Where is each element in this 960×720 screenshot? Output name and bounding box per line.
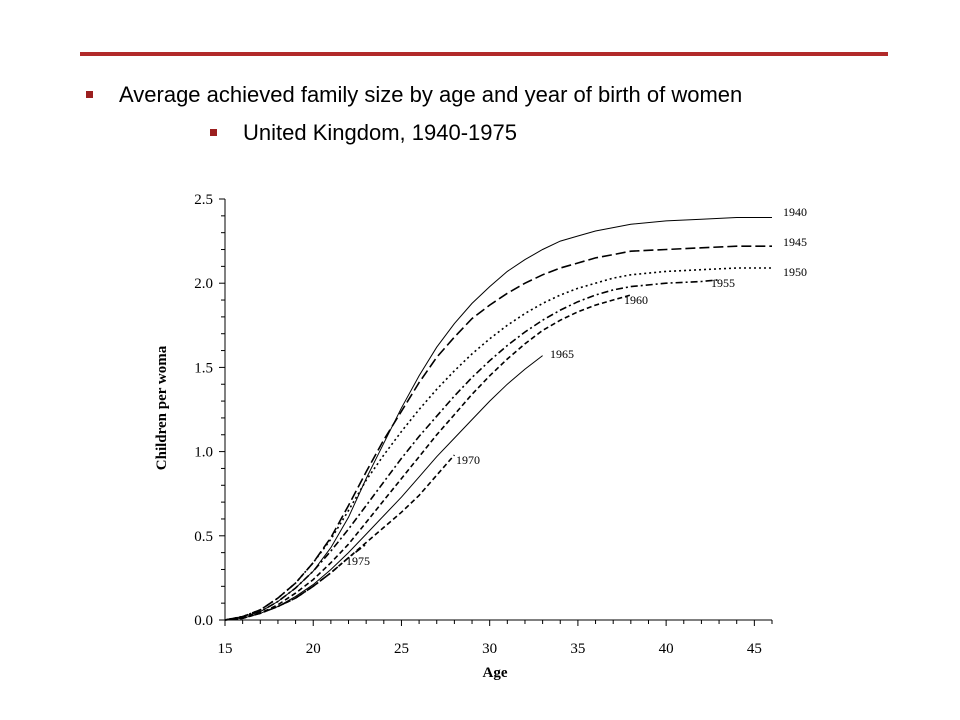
chart-series-group <box>224 217 772 621</box>
series-label-1945: 1945 <box>783 235 807 249</box>
series-label-1940: 1940 <box>783 205 807 219</box>
chart-axes: 15 20 25 30 35 40 45 0.0 0.5 1.0 1.5 2.0 2.5 <box>194 192 773 657</box>
series-line-1965 <box>224 355 543 621</box>
series-line-1945 <box>224 245 772 621</box>
x-tick-label: 35 <box>570 641 585 657</box>
series-line-1960 <box>224 294 632 621</box>
x-tick-label: 20 <box>306 641 321 657</box>
chart-series-labels: 1940 1945 1950 1955 1960 1965 1970 1975 <box>346 205 807 568</box>
y-tick-label: 1.0 <box>194 445 213 461</box>
x-tick-label: 15 <box>218 641 233 657</box>
bullet-item-title: Average achieved family size by age and … <box>86 82 742 108</box>
x-tick-label: 30 <box>482 641 497 657</box>
y-tick-label: 0.0 <box>194 613 213 629</box>
bullet-square-icon <box>86 90 93 98</box>
series-label-1950: 1950 <box>783 265 807 279</box>
x-tick-label: 40 <box>659 641 674 657</box>
series-line-1970 <box>224 454 456 621</box>
bullet-text-subtitle: United Kingdom, 1940-1975 <box>243 120 517 145</box>
series-line-1955 <box>224 279 720 621</box>
series-label-1970: 1970 <box>456 453 480 467</box>
series-line-1950 <box>224 267 772 621</box>
top-accent-rule <box>80 52 888 56</box>
bullet-item-subtitle: United Kingdom, 1940-1975 <box>210 120 517 146</box>
y-tick-label: 2.5 <box>194 192 213 208</box>
series-label-1965: 1965 <box>550 347 574 361</box>
x-axis-label: Age <box>483 665 508 681</box>
series-line-1940 <box>224 217 772 621</box>
bullet-text-title: Average achieved family size by age and … <box>119 82 743 107</box>
y-tick-label: 0.5 <box>194 529 213 545</box>
y-tick-label: 2.0 <box>194 276 213 292</box>
x-tick-label: 45 <box>747 641 762 657</box>
y-axis-label: Children per woma <box>154 345 170 470</box>
bullet-square-icon <box>210 128 217 136</box>
y-tick-label: 1.5 <box>194 360 213 376</box>
series-label-1975: 1975 <box>346 554 370 568</box>
series-label-1955: 1955 <box>711 276 735 290</box>
series-label-1960: 1960 <box>624 293 648 307</box>
x-tick-label: 25 <box>394 641 409 657</box>
